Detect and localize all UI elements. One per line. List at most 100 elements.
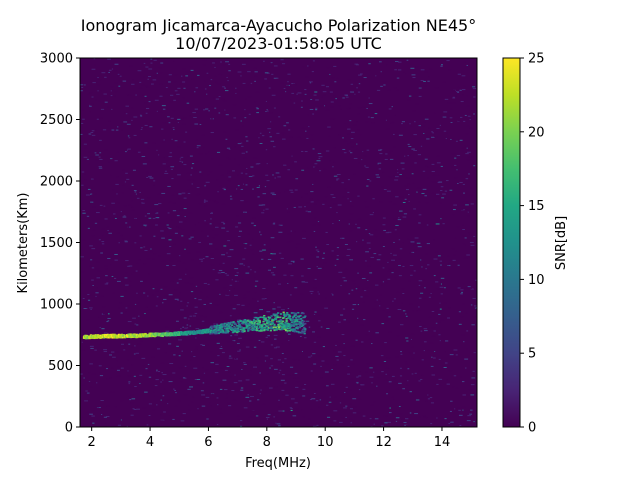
noise-pixel (463, 257, 468, 259)
noise-pixel (191, 183, 193, 185)
noise-pixel (376, 299, 378, 301)
noise-pixel (205, 153, 208, 155)
noise-pixel (224, 369, 228, 371)
noise-pixel (471, 110, 476, 112)
echo-point (303, 320, 306, 323)
noise-pixel (125, 311, 127, 313)
echo-point (118, 335, 121, 339)
noise-pixel (369, 180, 372, 182)
noise-pixel (309, 108, 314, 110)
noise-pixel (381, 284, 383, 286)
echo-point (293, 313, 296, 316)
noise-pixel (276, 132, 280, 134)
noise-pixel (341, 237, 345, 239)
noise-pixel (231, 390, 235, 392)
noise-pixel (405, 424, 408, 426)
noise-pixel (226, 382, 231, 384)
noise-pixel (209, 243, 213, 245)
noise-pixel (447, 317, 451, 319)
noise-pixel (350, 378, 354, 380)
noise-pixel (135, 405, 138, 407)
noise-pixel (139, 235, 142, 237)
noise-pixel (314, 180, 316, 182)
noise-pixel (133, 240, 137, 242)
echo-point (232, 321, 235, 323)
noise-pixel (369, 376, 374, 378)
noise-pixel (357, 91, 361, 93)
noise-pixel (114, 406, 117, 408)
noise-pixel (157, 193, 160, 195)
noise-pixel (255, 415, 259, 417)
noise-pixel (155, 379, 159, 381)
noise-pixel (91, 279, 94, 281)
noise-pixel (366, 242, 371, 244)
noise-pixel (156, 72, 158, 74)
noise-pixel (131, 200, 133, 202)
noise-pixel (101, 243, 105, 245)
noise-pixel (471, 156, 474, 158)
noise-pixel (234, 374, 236, 376)
noise-pixel (287, 282, 289, 284)
noise-pixel (459, 89, 462, 91)
noise-pixel (391, 272, 394, 274)
echo-point (225, 329, 228, 331)
noise-pixel (277, 227, 281, 229)
noise-pixel (270, 272, 274, 274)
noise-pixel (292, 261, 295, 263)
noise-pixel (397, 69, 402, 71)
echo-point (259, 316, 262, 319)
noise-pixel (347, 248, 351, 250)
noise-pixel (401, 288, 405, 290)
noise-pixel (234, 87, 237, 89)
noise-pixel (305, 320, 310, 322)
noise-pixel (436, 155, 440, 157)
noise-pixel (146, 258, 151, 260)
echo-point (269, 329, 272, 332)
noise-pixel (196, 384, 200, 386)
noise-pixel (246, 168, 248, 170)
noise-pixel (114, 253, 118, 255)
noise-pixel (280, 82, 284, 84)
echo-point (274, 315, 277, 317)
noise-pixel (325, 150, 330, 152)
noise-pixel (256, 112, 260, 114)
noise-pixel (323, 168, 327, 170)
noise-pixel (464, 237, 467, 239)
echo-point (301, 330, 304, 333)
noise-pixel (472, 86, 476, 88)
noise-pixel (214, 66, 216, 68)
noise-pixel (308, 326, 311, 328)
noise-pixel (426, 82, 429, 84)
noise-pixel (95, 268, 99, 270)
noise-pixel (423, 80, 426, 82)
noise-pixel (98, 100, 101, 102)
noise-pixel (470, 353, 474, 355)
noise-pixel (370, 404, 374, 406)
echo-point (94, 334, 97, 337)
noise-pixel (332, 223, 334, 225)
noise-pixel (468, 389, 473, 391)
noise-pixel (133, 116, 138, 118)
noise-pixel (365, 206, 369, 208)
noise-pixel (456, 289, 458, 291)
noise-pixel (226, 147, 231, 149)
noise-pixel (237, 185, 240, 187)
noise-pixel (128, 383, 131, 385)
noise-pixel (381, 323, 385, 325)
noise-pixel (402, 388, 406, 390)
echo-point (288, 314, 291, 317)
noise-pixel (377, 377, 380, 379)
noise-pixel (419, 416, 421, 418)
noise-pixel (246, 291, 250, 293)
noise-pixel (384, 158, 388, 160)
noise-pixel (144, 215, 147, 217)
noise-pixel (302, 388, 306, 390)
noise-pixel (203, 254, 207, 256)
noise-pixel (305, 130, 307, 132)
noise-pixel (418, 125, 421, 127)
noise-pixel (374, 284, 379, 286)
noise-pixel (180, 300, 183, 302)
noise-pixel (287, 308, 290, 310)
noise-pixel (431, 327, 436, 329)
